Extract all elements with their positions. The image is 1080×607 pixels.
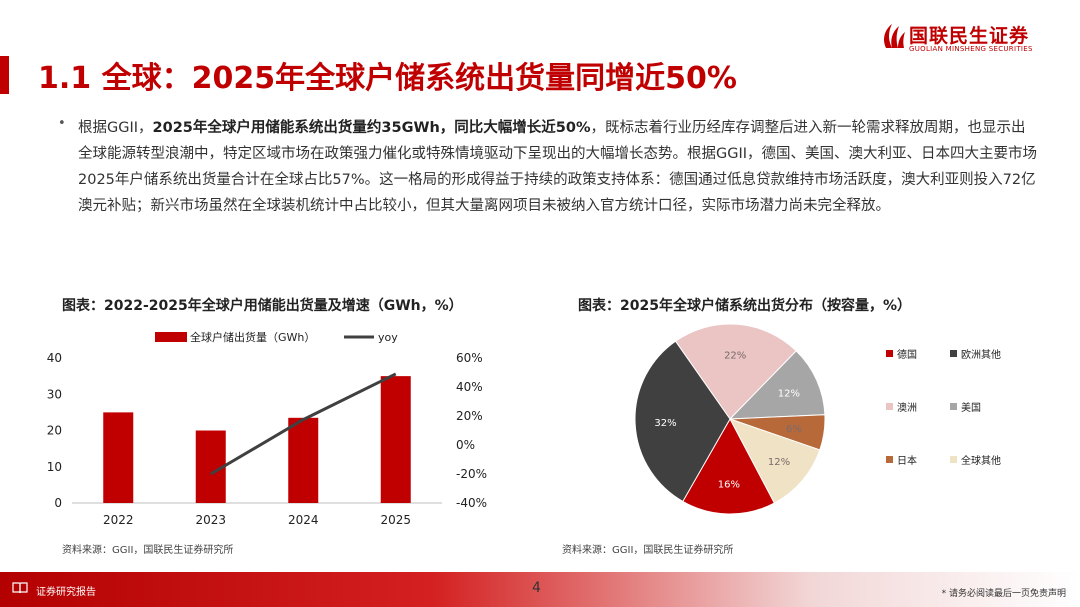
bar	[288, 417, 319, 503]
legend-swatch	[886, 456, 893, 463]
body-text-lead: 根据GGII，	[78, 120, 153, 136]
y-tick-label: 40	[47, 351, 62, 365]
y2-tick-label: 0%	[456, 438, 475, 452]
legend-label: 全球其他	[961, 454, 1001, 467]
x-tick-label: 2024	[288, 513, 319, 527]
page-number: 4	[532, 580, 541, 596]
legend-label: 欧洲其他	[961, 348, 1001, 361]
body-text-highlight: 2025年全球户用储能系统出货量约35GWh，同比大幅增长近50%	[152, 120, 591, 136]
title-accent-bar	[0, 56, 9, 94]
disclaimer-text: * 请务必阅读最后一页免责声明	[941, 589, 1066, 599]
pie-slice-label: 12%	[778, 389, 800, 400]
pie-slice-label: 22%	[724, 351, 746, 362]
footer-bar: 证券研究报告 4 * 请务必阅读最后一页免责声明	[0, 572, 1080, 607]
x-tick-label: 2023	[195, 513, 226, 527]
legend-swatch	[950, 403, 957, 410]
pie-slice	[674, 323, 797, 420]
legend-label: 日本	[897, 454, 917, 467]
y2-tick-label: 60%	[456, 351, 483, 365]
legend-label: 澳洲	[897, 401, 917, 414]
page-title: 1.1 全球：2025年全球户储系统出货量同增近50%	[38, 61, 737, 96]
pie-slice	[682, 417, 775, 515]
yoy-line	[209, 372, 397, 476]
legend-label-bar: 全球户储出货量（GWh）	[190, 330, 315, 344]
x-tick-label: 2022	[103, 513, 134, 527]
legend-swatch	[886, 403, 893, 410]
y2-tick-label: -20%	[456, 467, 487, 481]
legend-label: 美国	[961, 401, 981, 414]
y2-tick-label: 20%	[456, 409, 483, 423]
footer-report-label: 证券研究报告	[36, 587, 96, 598]
pie-slice	[728, 350, 826, 420]
pie-slice-label: 12%	[768, 457, 790, 468]
pie-chart-source: 资料来源：GGII，国联民生证券研究所	[562, 545, 734, 556]
y-tick-label: 30	[47, 387, 62, 401]
pie-slice	[728, 418, 821, 504]
y2-tick-label: -40%	[456, 496, 487, 510]
body-text-rest: ，既标志着行业历经库存调整后进入新一轮需求释放周期，也显示出全球能源转型浪潮中，…	[78, 120, 1038, 214]
bar-chart-title: 图表：2022-2025年全球户用储能出货量及增速（GWh，%）	[62, 298, 463, 314]
pie-chart-title: 图表：2025年全球户储系统出货分布（按容量，%）	[578, 298, 911, 314]
book-icon	[12, 582, 28, 594]
legend-swatch	[950, 456, 957, 463]
pie-slice-label: 16%	[718, 480, 740, 491]
y-tick-label: 0	[54, 496, 62, 510]
body-paragraph: 根据GGII，2025年全球户用储能系统出货量约35GWh，同比大幅增长近50%…	[78, 115, 1038, 219]
bar-chart-source: 资料来源：GGII，国联民生证券研究所	[62, 545, 234, 556]
legend-swatch	[950, 350, 957, 357]
bullet-icon: •	[58, 116, 66, 131]
pie-slice	[634, 340, 731, 503]
legend-swatch	[886, 350, 893, 357]
legend-swatch-bar	[155, 332, 187, 342]
legend-label-line: yoy	[378, 331, 398, 344]
pie-slice-label: 6%	[786, 424, 802, 435]
company-logo: 国联民生证券 GUOLIAN MINSHENG SECURITIES	[882, 19, 1057, 55]
x-tick-label: 2025	[380, 513, 411, 527]
logo-name-cn: 国联民生证券	[909, 25, 1030, 47]
y2-tick-label: 40%	[456, 380, 483, 394]
legend-label: 德国	[897, 348, 917, 361]
bar	[103, 412, 134, 503]
logo-name-en: GUOLIAN MINSHENG SECURITIES	[909, 45, 1033, 53]
y-tick-label: 20	[47, 424, 62, 438]
y-tick-label: 10	[47, 460, 62, 474]
bar-line-chart: 0 10 20 30 40 -40% -20% 0% 20% 40% 60% 2022 2023 2024…	[47, 330, 487, 527]
bar	[380, 376, 411, 503]
pie-slice-label: 32%	[654, 418, 676, 429]
logo-mark-icon	[884, 24, 905, 48]
